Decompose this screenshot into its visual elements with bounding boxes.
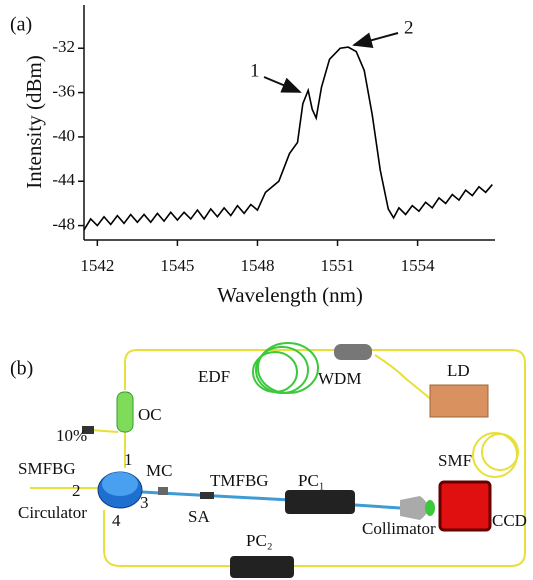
label: 3 — [140, 493, 149, 512]
label: TMFBG — [210, 471, 269, 490]
x-axis-title: Wavelength (nm) — [217, 283, 363, 307]
wdm — [334, 344, 372, 360]
collimator — [400, 496, 428, 520]
x-tick-label: 1548 — [240, 256, 274, 275]
smf-coil — [481, 433, 519, 471]
fiber — [374, 354, 433, 401]
label: 10% — [56, 426, 87, 445]
collimator-lens — [425, 500, 435, 516]
y-tick-label: -40 — [52, 126, 75, 145]
fiber — [89, 429, 119, 433]
ccd — [438, 480, 492, 532]
x-tick-label: 1551 — [321, 256, 355, 275]
label: OC — [138, 405, 162, 424]
edf-coil — [257, 342, 319, 394]
annotation-arrow — [352, 32, 399, 48]
y-tick-label: -32 — [52, 37, 75, 56]
label: EDF — [198, 367, 230, 386]
label: MC — [146, 461, 172, 480]
y-axis-title: Intensity (dBm) — [22, 55, 46, 189]
pc1 — [285, 490, 355, 514]
label: Circulator — [18, 503, 87, 522]
annotation: 1 — [250, 60, 260, 81]
label: Collimator — [362, 519, 436, 538]
annotation-arrow — [263, 76, 302, 93]
label: LD — [447, 361, 470, 380]
oc — [116, 391, 134, 433]
annotation: 2 — [404, 17, 414, 38]
label: 4 — [112, 511, 121, 530]
panel-label: (a) — [10, 14, 32, 36]
spectrum-line — [83, 46, 493, 231]
connector — [82, 426, 94, 434]
x-tick-label: 1542 — [80, 256, 114, 275]
label: PC₂ — [246, 531, 273, 550]
label: WDM — [318, 369, 361, 388]
panel-label: (b) — [10, 358, 33, 380]
mc — [158, 487, 168, 495]
label: PC₁ — [298, 471, 325, 490]
y-tick-label: -36 — [52, 81, 75, 100]
fiber-tm — [354, 503, 401, 510]
circulator-top — [102, 472, 138, 496]
label: SMF — [438, 451, 472, 470]
sa — [200, 492, 214, 499]
label: 2 — [72, 481, 81, 500]
label: 1 — [124, 450, 133, 469]
label: SMFBG — [18, 459, 76, 478]
fiber-loop — [103, 349, 526, 567]
setup-diagram — [30, 342, 526, 567]
label: CCD — [492, 511, 527, 530]
y-tick-label: -48 — [52, 214, 75, 233]
ld — [429, 384, 489, 418]
y-tick-label: -44 — [52, 170, 75, 189]
pc2 — [230, 556, 294, 578]
label: SA — [188, 507, 210, 526]
smf-coil — [472, 432, 518, 478]
x-tick-label: 1554 — [401, 256, 436, 275]
x-tick-label: 1545 — [160, 256, 194, 275]
